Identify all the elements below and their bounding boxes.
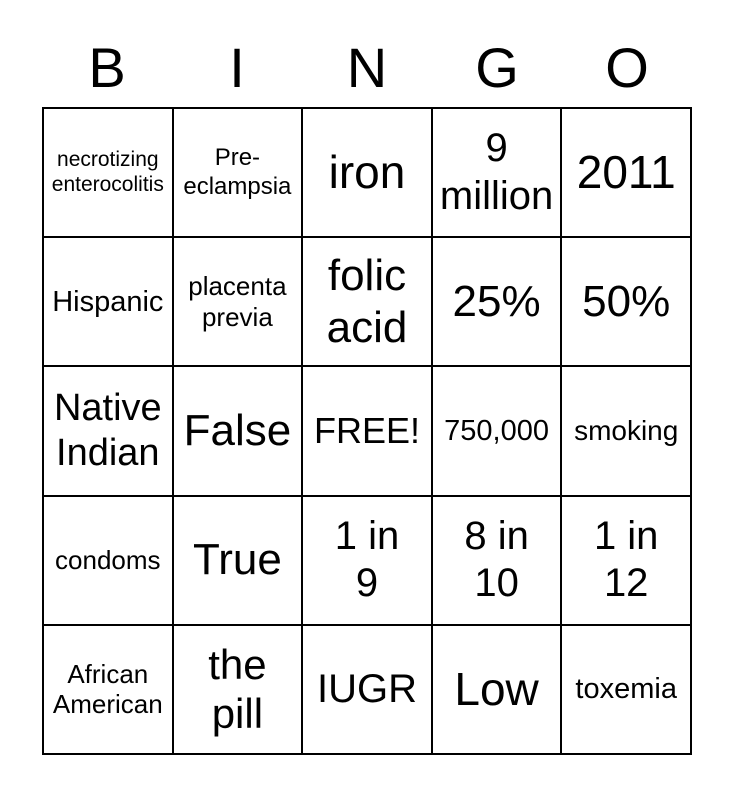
bingo-cell-r5c2[interactable]: the pill — [172, 624, 303, 754]
bingo-cell-r4c5[interactable]: 1 in 12 — [561, 495, 691, 625]
bingo-cell-r1c2[interactable]: Pre-eclampsia — [172, 108, 303, 238]
header-letter-n: N — [346, 36, 388, 99]
bingo-cell-r4c4[interactable]: 8 in 10 — [431, 495, 562, 625]
bingo-cell-r1c3[interactable]: iron — [302, 108, 432, 238]
header-letter-g: G — [475, 36, 519, 99]
bingo-grid: necrotizing enterocolitis Pre-eclampsia i… — [42, 107, 692, 755]
header-letter-b: B — [88, 36, 126, 99]
bingo-cell-r5c3[interactable]: IUGR — [302, 624, 432, 754]
bingo-cell-r3c1[interactable]: Native Indian — [43, 366, 173, 496]
bingo-cell-r4c2[interactable]: True — [172, 495, 303, 625]
bingo-cell-r1c1[interactable]: necrotizing enterocolitis — [43, 108, 173, 238]
bingo-cell-r5c1[interactable]: African American — [43, 624, 173, 754]
bingo-cell-r4c3[interactable]: 1 in 9 — [302, 495, 432, 625]
bingo-cell-r2c4[interactable]: 25% — [431, 237, 562, 367]
bingo-title: B I N G O — [42, 34, 692, 102]
bingo-cell-r5c4[interactable]: Low — [431, 624, 562, 754]
header-letter-i: I — [229, 36, 245, 99]
bingo-cell-r3c3-free[interactable]: FREE! — [302, 366, 432, 496]
bingo-cell-r2c1[interactable]: Hispanic — [43, 237, 173, 367]
bingo-cell-r3c2[interactable]: False — [172, 366, 303, 496]
header-letter-o: O — [605, 36, 649, 99]
bingo-cell-r2c3[interactable]: folic acid — [302, 237, 432, 367]
bingo-cell-r5c5[interactable]: toxemia — [561, 624, 691, 754]
bingo-cell-r4c1[interactable]: condoms — [43, 495, 173, 625]
bingo-cell-r2c2[interactable]: placenta previa — [172, 237, 303, 367]
bingo-cell-r1c5[interactable]: 2011 — [561, 108, 691, 238]
bingo-cell-r1c4[interactable]: 9 million — [431, 108, 562, 238]
bingo-cell-r3c5[interactable]: smoking — [561, 366, 691, 496]
bingo-cell-r2c5[interactable]: 50% — [561, 237, 691, 367]
bingo-cell-r3c4[interactable]: 750,000 — [431, 366, 562, 496]
